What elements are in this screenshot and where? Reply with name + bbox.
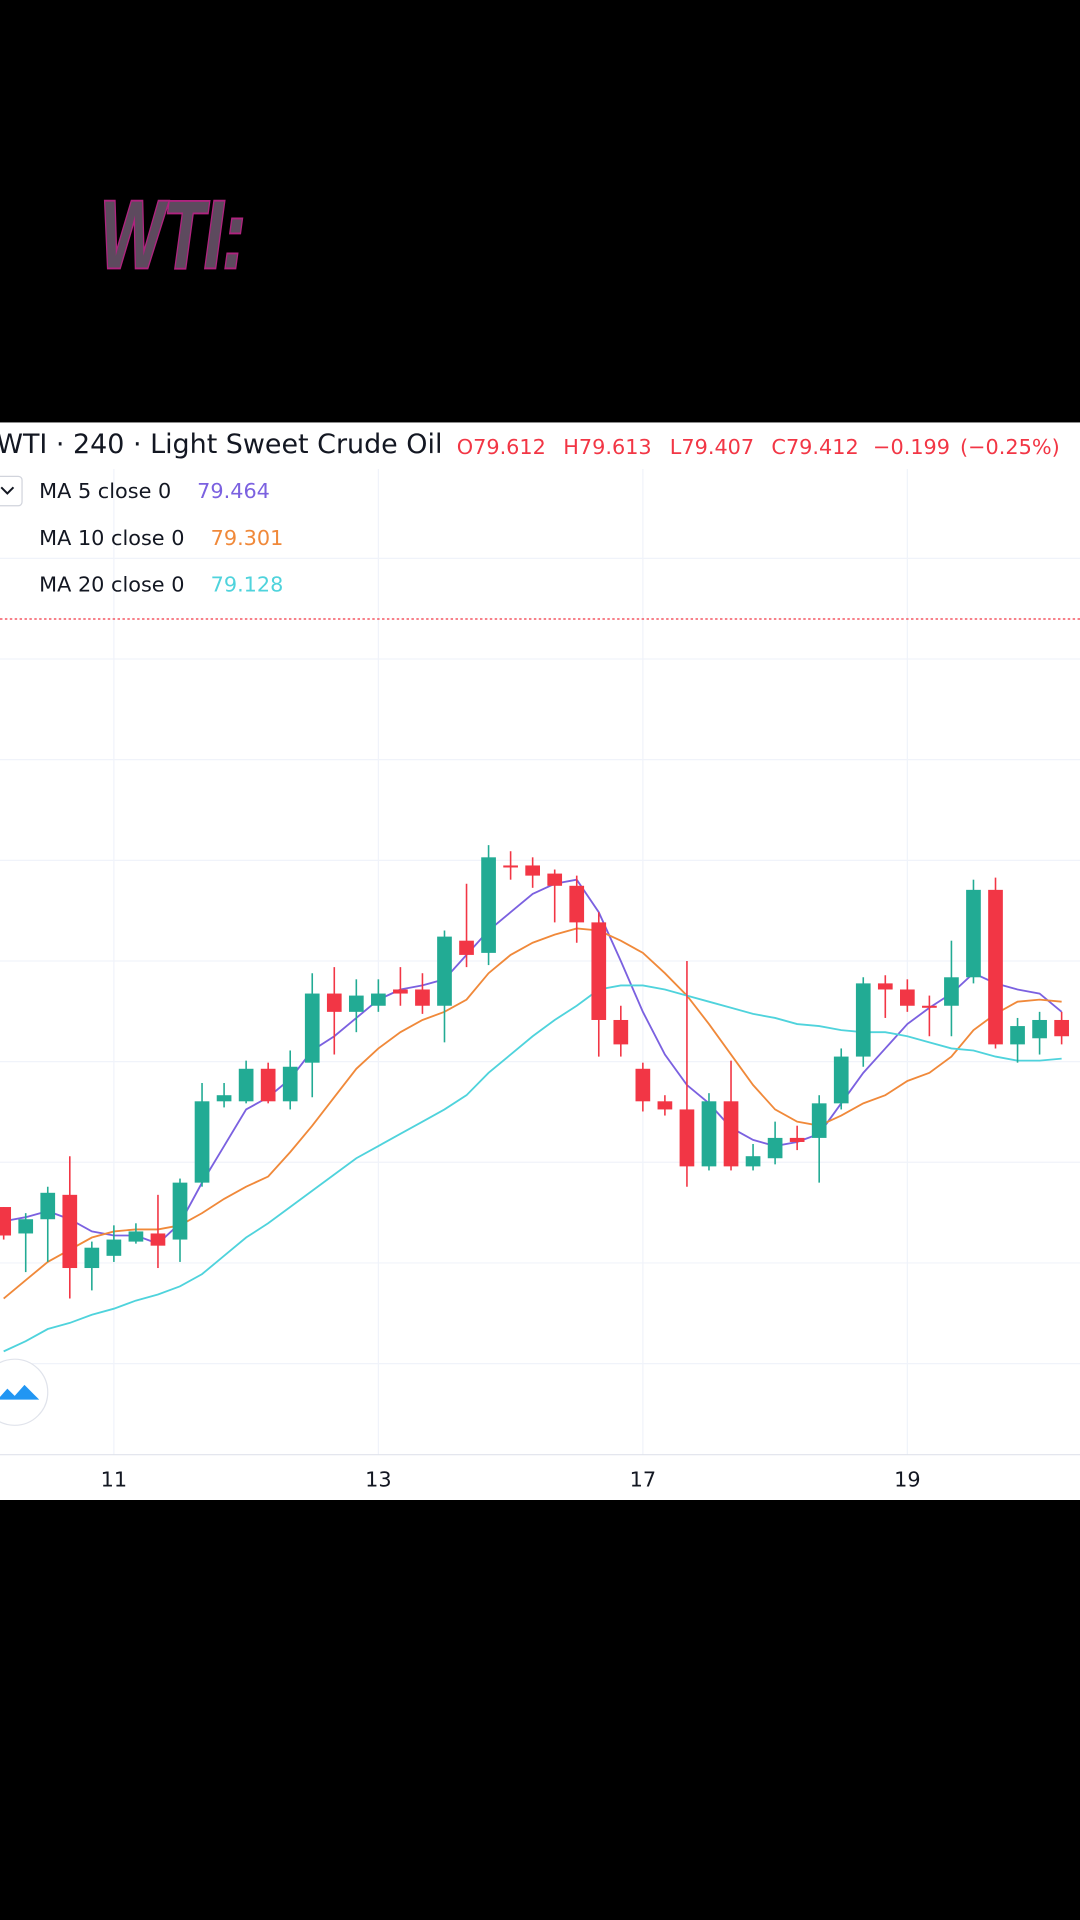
x-tick-label: 11 [101, 1467, 127, 1491]
ohlc-label: O [457, 435, 473, 459]
candle-body [326, 993, 342, 1012]
candle-body [371, 993, 386, 1006]
candle-body [679, 1109, 695, 1167]
candle-body [0, 1207, 12, 1236]
candle-body [900, 989, 915, 1006]
candle-body [591, 922, 607, 1020]
candle-body [789, 1137, 805, 1142]
candle-body [855, 983, 871, 1057]
candle-body [877, 983, 893, 990]
candle-body [1054, 1019, 1069, 1037]
legend-value: 79.301 [211, 526, 284, 550]
ohlc-number: 79.412 [786, 435, 859, 459]
legend-name: MA 10 close 0 [39, 526, 184, 550]
candle-body [944, 977, 959, 1006]
candle-body [745, 1156, 761, 1167]
ohlc-value: C79.412 [771, 435, 858, 459]
x-tick-label: 19 [894, 1467, 920, 1491]
ohlc-number: 79.612 [473, 435, 546, 459]
candle-body [437, 936, 452, 1006]
candle-body [260, 1068, 276, 1102]
ohlc-label: C [771, 435, 786, 459]
candle-body [481, 857, 496, 953]
candle-body [18, 1219, 34, 1234]
candle-body [62, 1194, 78, 1269]
candle-body [966, 889, 981, 978]
candle-body [106, 1239, 122, 1256]
candle-body [811, 1103, 827, 1138]
ohlc-value: L79.407 [670, 435, 754, 459]
ohlc-value: H79.613 [563, 435, 651, 459]
candle-body [415, 989, 430, 1006]
candle-body [1010, 1026, 1025, 1045]
candle-body [393, 989, 408, 994]
candle-body [503, 865, 518, 868]
candle-body [216, 1095, 232, 1102]
candle-body [767, 1137, 783, 1159]
bottom-band [0, 1500, 1080, 1920]
candle-body [613, 1019, 629, 1045]
candle-body [304, 993, 320, 1063]
legend-name: MA 20 close 0 [39, 572, 184, 596]
candle-body [547, 873, 563, 886]
chart-title: WTI · 240 · Light Sweet Crude Oil [0, 429, 442, 460]
candle-body [40, 1192, 56, 1220]
legend-value: 79.464 [197, 479, 270, 503]
legend-name: MA 5 close 0 [39, 479, 171, 503]
ohlc-label: H [563, 435, 579, 459]
candle-body [922, 1005, 937, 1008]
candle-body [194, 1101, 210, 1183]
candle-body [701, 1101, 717, 1167]
ohlc-label: L [670, 435, 682, 459]
x-tick-label: 17 [630, 1467, 656, 1491]
ohlc-number: 79.613 [579, 435, 652, 459]
header: WTI · 240 · Light Sweet Crude Oil O79.61… [0, 429, 1060, 596]
candle-body [1032, 1019, 1047, 1039]
candle-body [459, 940, 474, 955]
ohlc-number: 79.407 [681, 435, 754, 459]
change-percent: (−0.25%) [960, 435, 1060, 459]
candle-body [238, 1068, 254, 1102]
candle-body [657, 1101, 673, 1110]
ohlc-value: O79.612 [457, 435, 546, 459]
candle-body [988, 889, 1003, 1045]
candle-body [833, 1056, 849, 1104]
ma-line [3, 984, 1062, 1353]
candle-body [723, 1101, 739, 1167]
candle-body [128, 1231, 144, 1242]
candle-body [282, 1066, 298, 1102]
candle-body [569, 885, 585, 923]
chevron-icon [0, 486, 15, 495]
candle-body [348, 995, 364, 1012]
x-tick-label: 13 [365, 1467, 391, 1491]
overlay-caption: WTI: [100, 182, 245, 289]
candle-body [150, 1233, 166, 1246]
candle-body [84, 1247, 100, 1269]
candle-body [172, 1182, 188, 1240]
logo-icon [0, 1384, 40, 1400]
change-value: −0.199 [873, 435, 950, 459]
candle-body [635, 1068, 651, 1102]
candle-body [525, 865, 540, 876]
legend-value: 79.128 [211, 572, 284, 596]
grid [0, 468, 1080, 1455]
plot: 11 13 17 19 [0, 618, 1080, 1491]
